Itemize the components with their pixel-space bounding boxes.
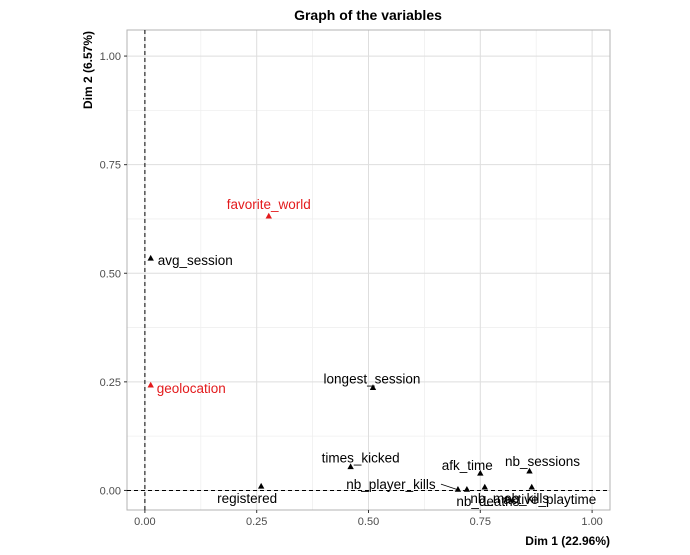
- point-label-longest-session: longest_session: [324, 372, 421, 387]
- point-label-active-playtime: active_playtime: [503, 492, 596, 507]
- point-label-times-kicked: times_kicked: [322, 451, 400, 466]
- point-marker-registered: [257, 482, 265, 489]
- point-marker-nb-player-kills: [454, 485, 462, 492]
- x-tick-label: 1.00: [581, 516, 602, 528]
- x-tick-label: 0.00: [134, 516, 155, 528]
- axis-ticks: 0.00 0.25 0.50 0.75 1.00 0.00 0.25 0.50 0.75 1.00: [100, 51, 603, 528]
- x-tick-label: 0.50: [358, 516, 379, 528]
- point-marker-nb-sessions: [526, 467, 533, 474]
- point-marker-geolocation: [147, 381, 154, 388]
- label-leader-line: [440, 483, 457, 490]
- y-tick-label: 1.00: [100, 51, 121, 63]
- x-tick-label: 0.75: [470, 516, 491, 528]
- y-tick-label: 0.75: [100, 160, 121, 172]
- point-marker-avg-session: [147, 254, 154, 261]
- y-tick-label: 0.50: [100, 268, 121, 280]
- point-marker-favorite-world: [265, 212, 272, 219]
- point-marker-longest-session: [369, 384, 377, 391]
- y-tick-label: 0.00: [100, 485, 121, 497]
- chart-title: Graph of the variables: [294, 7, 442, 23]
- x-axis-title: Dim 1 (22.96%): [525, 534, 610, 548]
- grid-lines: [127, 30, 610, 510]
- point-marker-nb-deaths: [463, 485, 471, 492]
- point-marker-active-playtime: [528, 483, 535, 490]
- point-label-nb-mob-kills: nb_mob_kills: [470, 491, 549, 506]
- point-label-nb-sessions: nb_sessions: [505, 454, 580, 469]
- data-points: favorite_world avg_session geolocation long…: [147, 197, 596, 509]
- x-tick-label: 0.25: [246, 516, 267, 528]
- point-label-afk-time: afk_time: [442, 458, 493, 473]
- point-label-nb-player-kills: nb_player_kills: [346, 477, 436, 492]
- point-label-avg-session: avg_session: [158, 253, 233, 268]
- point-marker-nb-mob-kills: [481, 483, 488, 490]
- point-label-geolocation: geolocation: [157, 381, 226, 396]
- reference-lines: [127, 30, 610, 510]
- point-label-registered: registered: [217, 491, 277, 506]
- point-label-favorite-world: favorite_world: [227, 197, 311, 212]
- point-marker-afk-time: [477, 469, 484, 476]
- y-tick-label: 0.25: [100, 377, 121, 389]
- point-label-nb-deaths: nb_deaths: [456, 494, 519, 509]
- point-marker-times-kicked: [347, 463, 354, 470]
- y-axis-title: Dim 2 (6.57%): [81, 31, 95, 109]
